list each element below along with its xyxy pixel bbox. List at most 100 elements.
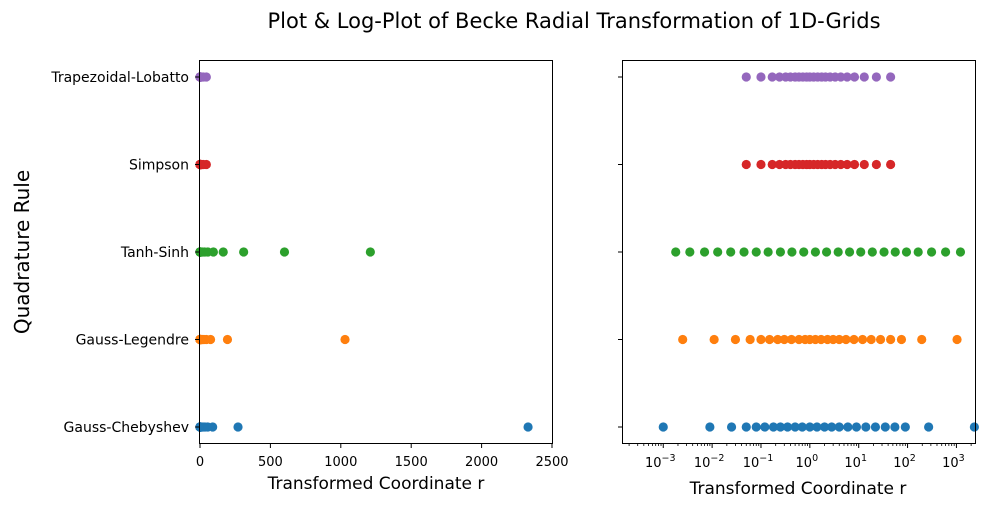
- data-point-simpson: [842, 159, 852, 170]
- x-tick-label: 10−1: [743, 453, 774, 471]
- category-label-trapezoidal-lobatto: Trapezoidal-Lobatto: [50, 70, 189, 86]
- data-point-trapezoidal-lobatto: [836, 72, 846, 82]
- data-point-tanh-sinh: [867, 247, 877, 257]
- x-tick-label: 10−3: [645, 453, 676, 471]
- data-point-tanh-sinh: [879, 247, 889, 257]
- data-point-gauss-legendre: [917, 334, 927, 345]
- data-point-tanh-sinh: [763, 247, 773, 257]
- x-tick-label: 100: [796, 453, 819, 471]
- x-tick-label: 2500: [535, 455, 568, 470]
- data-point-trapezoidal-lobatto: [767, 72, 777, 82]
- data-point-gauss-chebyshev: [726, 422, 737, 432]
- x-tick-label: 0: [196, 455, 204, 470]
- data-point-tanh-sinh: [713, 247, 723, 257]
- linear-plot-x-label: Transformed Coordinate r: [267, 474, 485, 494]
- data-point-gauss-legendre: [875, 334, 886, 345]
- data-point-tanh-sinh: [833, 247, 843, 257]
- data-point-gauss-chebyshev: [812, 422, 822, 432]
- data-point-gauss-chebyshev: [843, 422, 853, 432]
- data-point-gauss-legendre: [222, 334, 233, 345]
- linear-plot-points: [195, 72, 533, 432]
- category-label-simpson: Simpson: [129, 158, 189, 174]
- data-point-gauss-chebyshev: [827, 422, 837, 432]
- data-point-gauss-chebyshev: [751, 422, 761, 432]
- category-label-gauss-legendre: Gauss-Legendre: [76, 333, 189, 349]
- data-point-tanh-sinh: [208, 247, 218, 257]
- data-point-tanh-sinh: [810, 247, 821, 257]
- data-point-tanh-sinh: [365, 247, 375, 257]
- data-point-gauss-chebyshev: [805, 422, 815, 432]
- data-point-gauss-chebyshev: [900, 422, 910, 432]
- category-label-tanh-sinh: Tanh-Sinh: [120, 245, 189, 261]
- data-point-gauss-legendre: [205, 334, 216, 345]
- data-point-tanh-sinh: [799, 247, 809, 257]
- data-point-simpson: [741, 159, 751, 170]
- data-point-gauss-chebyshev: [705, 422, 715, 432]
- data-point-gauss-legendre: [340, 334, 350, 345]
- data-point-gauss-chebyshev: [782, 422, 793, 432]
- data-point-tanh-sinh: [775, 247, 786, 257]
- data-point-gauss-legendre: [952, 334, 962, 345]
- data-point-gauss-legendre: [886, 334, 896, 345]
- data-point-simpson: [767, 159, 777, 170]
- data-point-gauss-legendre: [730, 334, 741, 345]
- data-point-trapezoidal-lobatto: [859, 72, 869, 82]
- data-point-trapezoidal-lobatto: [741, 72, 751, 82]
- log-plot-x-label: Transformed Coordinate r: [689, 479, 907, 499]
- log-plot-points: [658, 72, 979, 432]
- data-point-gauss-chebyshev: [969, 422, 979, 432]
- data-point-gauss-legendre: [745, 334, 755, 345]
- figure-title: Plot & Log-Plot of Becke Radial Transfor…: [267, 9, 880, 33]
- data-point-gauss-legendre: [773, 334, 783, 345]
- y-axis-label: Quadrature Rule: [10, 170, 34, 334]
- data-point-simpson: [201, 159, 211, 170]
- data-point-tanh-sinh: [926, 247, 937, 257]
- data-point-trapezoidal-lobatto: [756, 72, 766, 82]
- data-point-gauss-chebyshev: [880, 422, 890, 432]
- data-point-gauss-legendre: [896, 334, 907, 345]
- data-point-tanh-sinh: [751, 247, 761, 257]
- data-point-gauss-legendre: [841, 334, 851, 345]
- data-point-simpson: [859, 159, 869, 170]
- data-point-tanh-sinh: [940, 247, 951, 257]
- data-point-tanh-sinh: [218, 247, 228, 257]
- x-tick-label: 1000: [324, 455, 357, 470]
- data-point-tanh-sinh: [787, 247, 797, 257]
- linear-plot-frame: [199, 60, 553, 444]
- data-point-gauss-chebyshev: [790, 422, 800, 432]
- data-point-gauss-chebyshev: [775, 422, 786, 432]
- data-point-gauss-chebyshev: [768, 422, 779, 432]
- data-point-trapezoidal-lobatto: [201, 72, 211, 82]
- category-label-gauss-chebyshev: Gauss-Chebyshev: [64, 420, 189, 436]
- linear-plot-y-ticks: Gauss-Chebyshev Gauss-Legendre Tanh-Sinh Si…: [50, 70, 200, 436]
- data-point-tanh-sinh: [671, 247, 681, 257]
- data-point-gauss-legendre: [779, 334, 789, 345]
- data-point-gauss-chebyshev: [523, 422, 533, 432]
- data-point-tanh-sinh: [279, 247, 290, 257]
- data-point-gauss-legendre: [764, 334, 775, 345]
- data-point-tanh-sinh: [739, 247, 749, 257]
- data-point-gauss-legendre: [849, 334, 859, 345]
- data-point-gauss-chebyshev: [890, 422, 900, 432]
- data-point-trapezoidal-lobatto: [871, 72, 881, 82]
- data-point-simpson: [871, 159, 881, 170]
- data-point-gauss-legendre: [786, 334, 797, 345]
- data-point-tanh-sinh: [685, 247, 695, 257]
- x-tick-label: 1500: [395, 455, 428, 470]
- linear-plot-x-ticks: 0 500 1000 1500 2000 2500: [196, 443, 569, 470]
- data-point-simpson: [756, 159, 766, 170]
- data-point-gauss-chebyshev: [741, 422, 751, 432]
- log-plot-x-ticks: 10−3 10−2 10−1 100 101 102 103: [628, 443, 972, 471]
- data-point-gauss-chebyshev: [851, 422, 862, 432]
- data-point-gauss-legendre: [709, 334, 719, 345]
- data-point-gauss-chebyshev: [861, 422, 871, 432]
- x-tick-label: 101: [844, 453, 867, 471]
- data-point-tanh-sinh: [239, 247, 249, 257]
- data-point-simpson: [886, 159, 896, 170]
- data-point-gauss-chebyshev: [658, 422, 668, 432]
- data-point-gauss-legendre: [834, 334, 844, 345]
- x-tick-label: 102: [893, 453, 916, 471]
- data-point-tanh-sinh: [856, 247, 866, 257]
- x-tick-label: 500: [258, 455, 283, 470]
